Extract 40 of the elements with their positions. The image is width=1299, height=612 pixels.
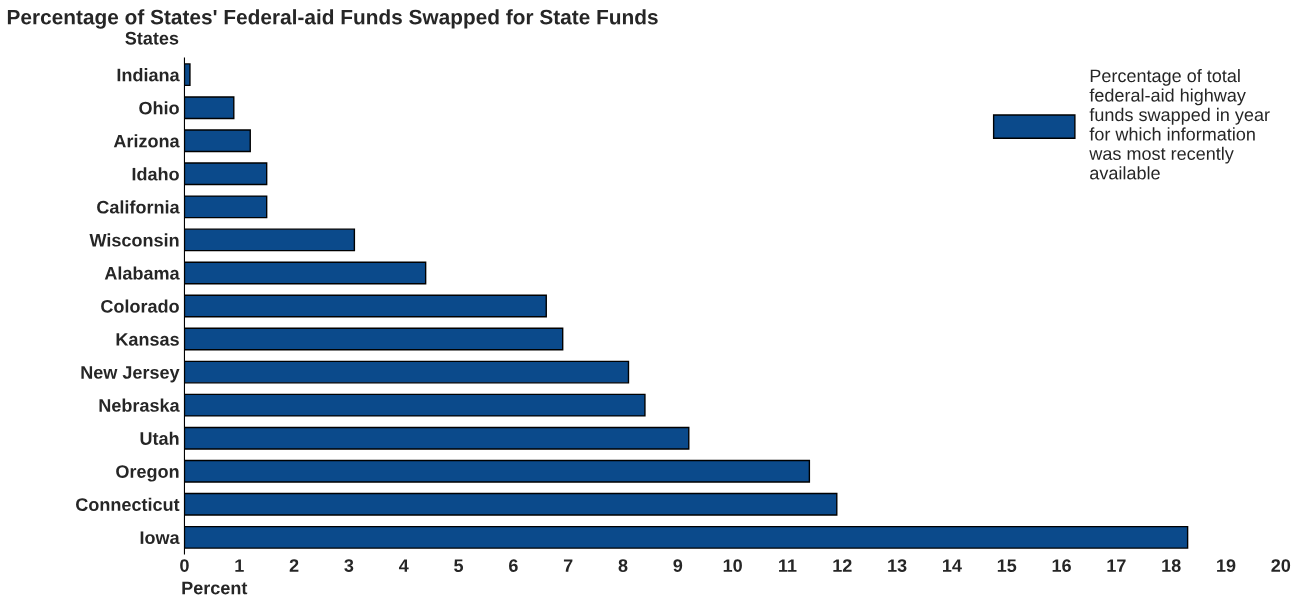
x-tick-label: 15 [997, 559, 1017, 572]
y-tick-label: Connecticut [76, 497, 180, 512]
y-tick-label: Colorado [101, 299, 179, 313]
y-tick-label: Arizona [113, 134, 180, 148]
y-tick-label: Nebraska [99, 398, 180, 412]
y-axis-title: States [125, 31, 179, 45]
x-tick-label: 0 [180, 559, 189, 572]
y-tick-label: Utah [140, 431, 179, 445]
x-tick-label: 1 [235, 559, 244, 572]
x-tick-label: 13 [888, 559, 907, 573]
x-tick-label: 7 [563, 559, 573, 572]
chart-title: Percentage of States' Federal-aid Funds Swapped for State Funds [7, 9, 658, 29]
x-tick-label: 10 [723, 559, 742, 572]
legend-label: Percentage of total federal-aid highway funds swapped in year for which information was most recently available [1089, 68, 1270, 180]
y-tick-label: New Jersey [81, 366, 180, 383]
y-tick-label: Indiana [117, 68, 180, 82]
x-tick-label: 2 [289, 559, 299, 572]
x-tick-label: 17 [1107, 559, 1126, 572]
y-tick-label: Ohio [139, 101, 179, 115]
x-tick-label: 18 [1162, 559, 1181, 572]
y-tick-label: Idaho [132, 167, 179, 181]
y-tick-label: Wisconsin [89, 233, 179, 247]
x-tick-label: 8 [618, 559, 628, 572]
y-tick-label: California [97, 200, 180, 214]
x-tick-label: 20 [1271, 559, 1291, 572]
x-axis-title: Percent [182, 581, 248, 595]
x-tick-label: 9 [673, 559, 683, 572]
x-tick-label: 11 [779, 559, 797, 572]
y-tick-label: Oregon [116, 465, 179, 482]
y-tick-label: Kansas [116, 333, 179, 346]
x-tick-label: 14 [943, 559, 962, 572]
x-tick-label: 6 [509, 559, 518, 572]
x-tick-label: 4 [398, 559, 409, 572]
y-tick-label: Alabama [104, 266, 180, 280]
y-tick-label: Iowa [140, 531, 180, 545]
x-tick-label: 19 [1217, 559, 1236, 572]
x-tick-label: 3 [344, 559, 354, 573]
x-tick-label: 12 [833, 559, 852, 572]
x-tick-label: 16 [1052, 559, 1071, 572]
x-tick-label: 5 [454, 559, 464, 572]
